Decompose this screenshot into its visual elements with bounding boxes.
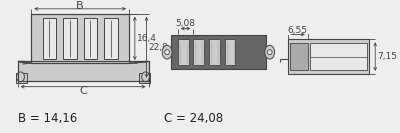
Bar [42, 18, 56, 59]
Text: 7,15: 7,15 [377, 52, 397, 61]
Bar [194, 39, 204, 65]
Bar [31, 14, 129, 63]
Bar [31, 14, 129, 63]
Bar [16, 73, 27, 83]
Bar [225, 39, 236, 65]
Circle shape [267, 50, 272, 55]
Bar [209, 39, 220, 65]
Text: 22,8: 22,8 [148, 43, 168, 52]
Text: B: B [76, 1, 84, 11]
Text: 5,08: 5,08 [176, 19, 196, 28]
Ellipse shape [162, 45, 172, 59]
Bar [18, 61, 148, 81]
Text: C = 24,08: C = 24,08 [164, 112, 223, 125]
Bar [178, 39, 188, 65]
Polygon shape [18, 61, 31, 63]
Bar [310, 43, 367, 70]
Ellipse shape [142, 72, 150, 82]
Bar [290, 43, 308, 70]
Circle shape [165, 50, 170, 55]
Bar [139, 73, 150, 83]
Bar [171, 35, 266, 69]
Text: 6,55: 6,55 [287, 26, 307, 35]
Polygon shape [129, 61, 148, 63]
Bar [104, 18, 118, 59]
Bar [288, 39, 369, 74]
Ellipse shape [17, 72, 24, 82]
Text: B = 14,16: B = 14,16 [18, 112, 77, 125]
Text: 16,4: 16,4 [137, 34, 157, 43]
Ellipse shape [265, 45, 274, 59]
Text: C: C [79, 86, 87, 96]
Bar [84, 18, 97, 59]
Bar [63, 18, 77, 59]
Polygon shape [22, 61, 31, 64]
Bar [18, 61, 148, 81]
